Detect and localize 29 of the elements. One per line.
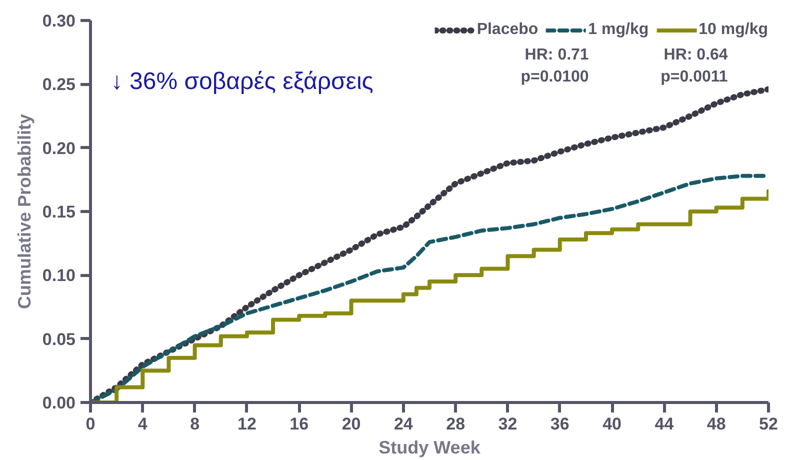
y-tick-label: 0.20 — [42, 138, 76, 158]
x-tick-label: 8 — [190, 414, 200, 434]
x-tick-label: 44 — [654, 414, 674, 434]
x-tick-label: 28 — [446, 414, 466, 434]
y-tick-label: 0.15 — [42, 202, 76, 222]
x-tick-label: 32 — [498, 414, 518, 434]
x-tick-label: 12 — [238, 414, 256, 434]
legend-label: 10 mg/kg — [698, 21, 768, 39]
x-tick-label: 52 — [759, 414, 778, 434]
legend-label: 1 mg/kg — [588, 21, 649, 39]
x-tick-label: 20 — [342, 414, 361, 434]
y-tick-label: 0.30 — [42, 12, 76, 30]
y-tick-label: 0.25 — [42, 75, 76, 94]
annotation: HR: 0.71 p=0.0100 — [520, 46, 589, 86]
legend-label: Placebo — [476, 21, 538, 39]
x-tick-label: 24 — [394, 414, 414, 434]
y-tick-label: 0.05 — [42, 330, 76, 349]
y-tick-label: 0.10 — [42, 266, 76, 286]
y-tick-label: 0.00 — [42, 394, 76, 412]
annotation: ↓ 36% σοβαρές εξάρσεις — [110, 68, 374, 96]
annotation: HR: 0.64 p=0.0011 — [660, 46, 728, 86]
x-tick-label: 48 — [706, 414, 726, 434]
x-tick-label: 36 — [550, 414, 570, 434]
x-tick-label: 16 — [290, 414, 309, 434]
x-tick-label: 0 — [86, 414, 96, 434]
x-tick-label: 4 — [138, 414, 148, 434]
x-tick-label: 40 — [602, 414, 622, 434]
x-axis-title: Study Week — [378, 438, 482, 458]
y-axis-title: Cumulative Probability — [14, 114, 34, 310]
